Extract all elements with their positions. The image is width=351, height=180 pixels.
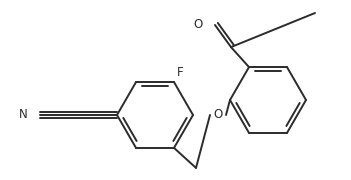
- Text: F: F: [177, 66, 184, 79]
- Text: N: N: [19, 109, 28, 122]
- Text: O: O: [213, 109, 223, 122]
- Text: O: O: [194, 19, 203, 32]
